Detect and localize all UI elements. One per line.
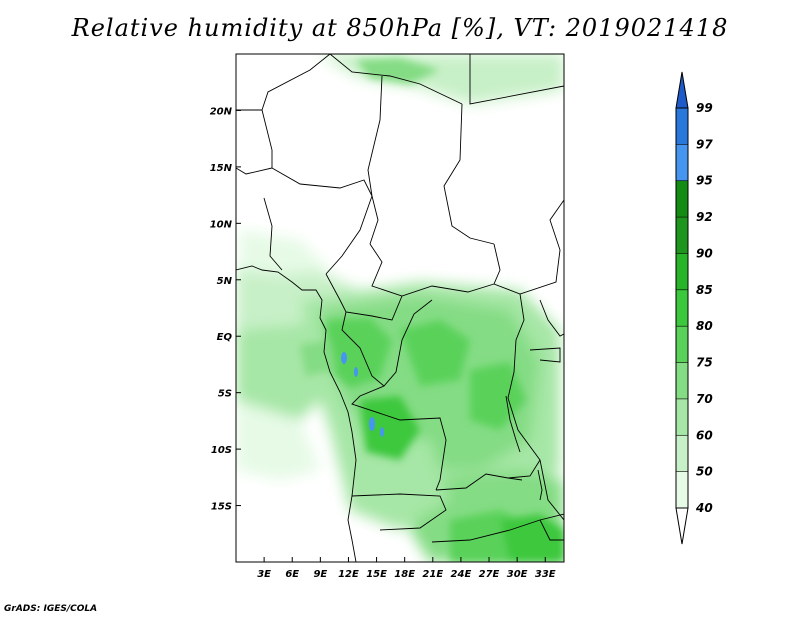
border-lake-malawi: [537, 469, 543, 501]
coastline-west-africa: [236, 265, 357, 562]
colorbar: 40 50 60 70 75 80 85 90 92 95 97 99: [675, 71, 713, 545]
border-sudan-west: [443, 103, 495, 245]
colorbar-segment: [676, 326, 688, 363]
lat-tick-label: 10S: [211, 445, 232, 456]
colorbar-over-triangle: [675, 71, 689, 109]
lon-tick-label: 9E: [313, 569, 327, 580]
colorbar-label: 70: [696, 392, 713, 406]
border-south-sudan: [493, 199, 564, 295]
saturated-spots: [341, 352, 384, 437]
border-drc-east: [507, 293, 541, 479]
lon-tick-label: 30E: [507, 569, 528, 580]
saturated-spot: [369, 417, 375, 431]
colorbar-label: 85: [696, 283, 713, 297]
saturated-spot: [341, 352, 347, 364]
colorbar-segment: [676, 253, 688, 290]
lat-tick-label: 15N: [210, 163, 233, 174]
colorbar-label: 90: [696, 246, 713, 260]
colorbar-segment: [676, 180, 688, 218]
border-drc-west: [351, 385, 447, 491]
colorbar-segment: [676, 144, 688, 181]
humidity-patch-southeast-2: [500, 514, 564, 562]
colorbar-label: 95: [696, 174, 713, 188]
colorbar-segment: [676, 398, 688, 436]
colorbar-label: 97: [696, 137, 713, 151]
plot-frame: [235, 53, 565, 563]
grads-credit: GrADS: IGES/COLA: [4, 604, 98, 614]
border-cameroon: [325, 273, 403, 321]
border-libya-sudan: [469, 54, 564, 105]
border-angola-namibia: [351, 493, 447, 531]
lon-tick-label: 24E: [451, 569, 472, 580]
lon-tick-label: 21E: [422, 569, 443, 580]
colorbar-segment: [676, 217, 688, 254]
border-zambia: [435, 473, 523, 491]
humidity-field: [236, 54, 564, 562]
lon-tick-label: 18E: [394, 569, 415, 580]
lon-tick-label: 15E: [366, 569, 387, 580]
colorbar-segment: [676, 435, 688, 472]
border-nigeria: [263, 195, 373, 275]
lon-tick-label: 27E: [479, 569, 500, 580]
colorbar-label: 40: [695, 501, 713, 515]
chart-title: Relative humidity at 850hPa [%], VT: 201…: [71, 14, 729, 42]
lon-tick-label: 12E: [338, 569, 359, 580]
colorbar-label: 75: [696, 356, 713, 370]
colorbar-label: 80: [696, 319, 713, 333]
humidity-patch-central-1: [400, 320, 470, 386]
lon-tick-label: 6E: [285, 569, 299, 580]
humidity-patch-equatorial-core: [300, 340, 336, 376]
colorbar-segment: [676, 108, 688, 145]
lat-tick-label: 10N: [210, 219, 233, 230]
border-southern-africa: [431, 513, 564, 543]
colorbar-label: 99: [696, 101, 713, 115]
colorbar-segment: [676, 289, 688, 327]
border-east-africa: [529, 299, 564, 363]
lon-tick-label: 33E: [535, 569, 556, 580]
border-niger-south: [271, 167, 373, 197]
country-borders: [236, 54, 564, 562]
humidity-patch-north-edge: [356, 58, 440, 84]
saturated-spot: [354, 367, 358, 377]
lat-tick-label: 15S: [211, 502, 232, 513]
colorbar-label: 92: [696, 210, 713, 224]
saturated-spot: [380, 427, 384, 437]
axis-ticks: 3E 6E 9E 12E 15E 18E 21E 24E 27E 30E 33E 20N 15N 10N 5…: [210, 106, 556, 580]
lat-tick-label: 5S: [218, 389, 232, 400]
border-niger-chad: [261, 54, 331, 111]
lon-tick-label: 3E: [257, 569, 271, 580]
border-mali-niger: [236, 109, 273, 175]
map-plot-area: 3E 6E 9E 12E 15E 18E 21E 24E 27E 30E 33E 20N 15N 10N 5…: [210, 53, 565, 580]
colorbar-label: 60: [696, 428, 713, 442]
humidity-region-atlantic: [236, 400, 320, 480]
humidity-patch-gabon: [326, 318, 392, 388]
humidity-region-angola: [330, 430, 450, 530]
lat-tick-label: EQ: [217, 332, 233, 343]
lat-tick-label: 20N: [210, 106, 233, 117]
colorbar-segment: [676, 471, 688, 508]
border-sahara-north: [329, 54, 463, 105]
border-lake-tanganyika: [505, 395, 521, 453]
colorbar-under-triangle: [675, 507, 689, 545]
lat-tick-label: 5N: [217, 276, 233, 287]
border-chad-east: [367, 75, 383, 245]
colorbar-segment: [676, 362, 688, 399]
humidity-region-north-interior: [240, 230, 330, 275]
colorbar-label: 50: [696, 465, 713, 479]
border-mozambique: [539, 459, 564, 541]
